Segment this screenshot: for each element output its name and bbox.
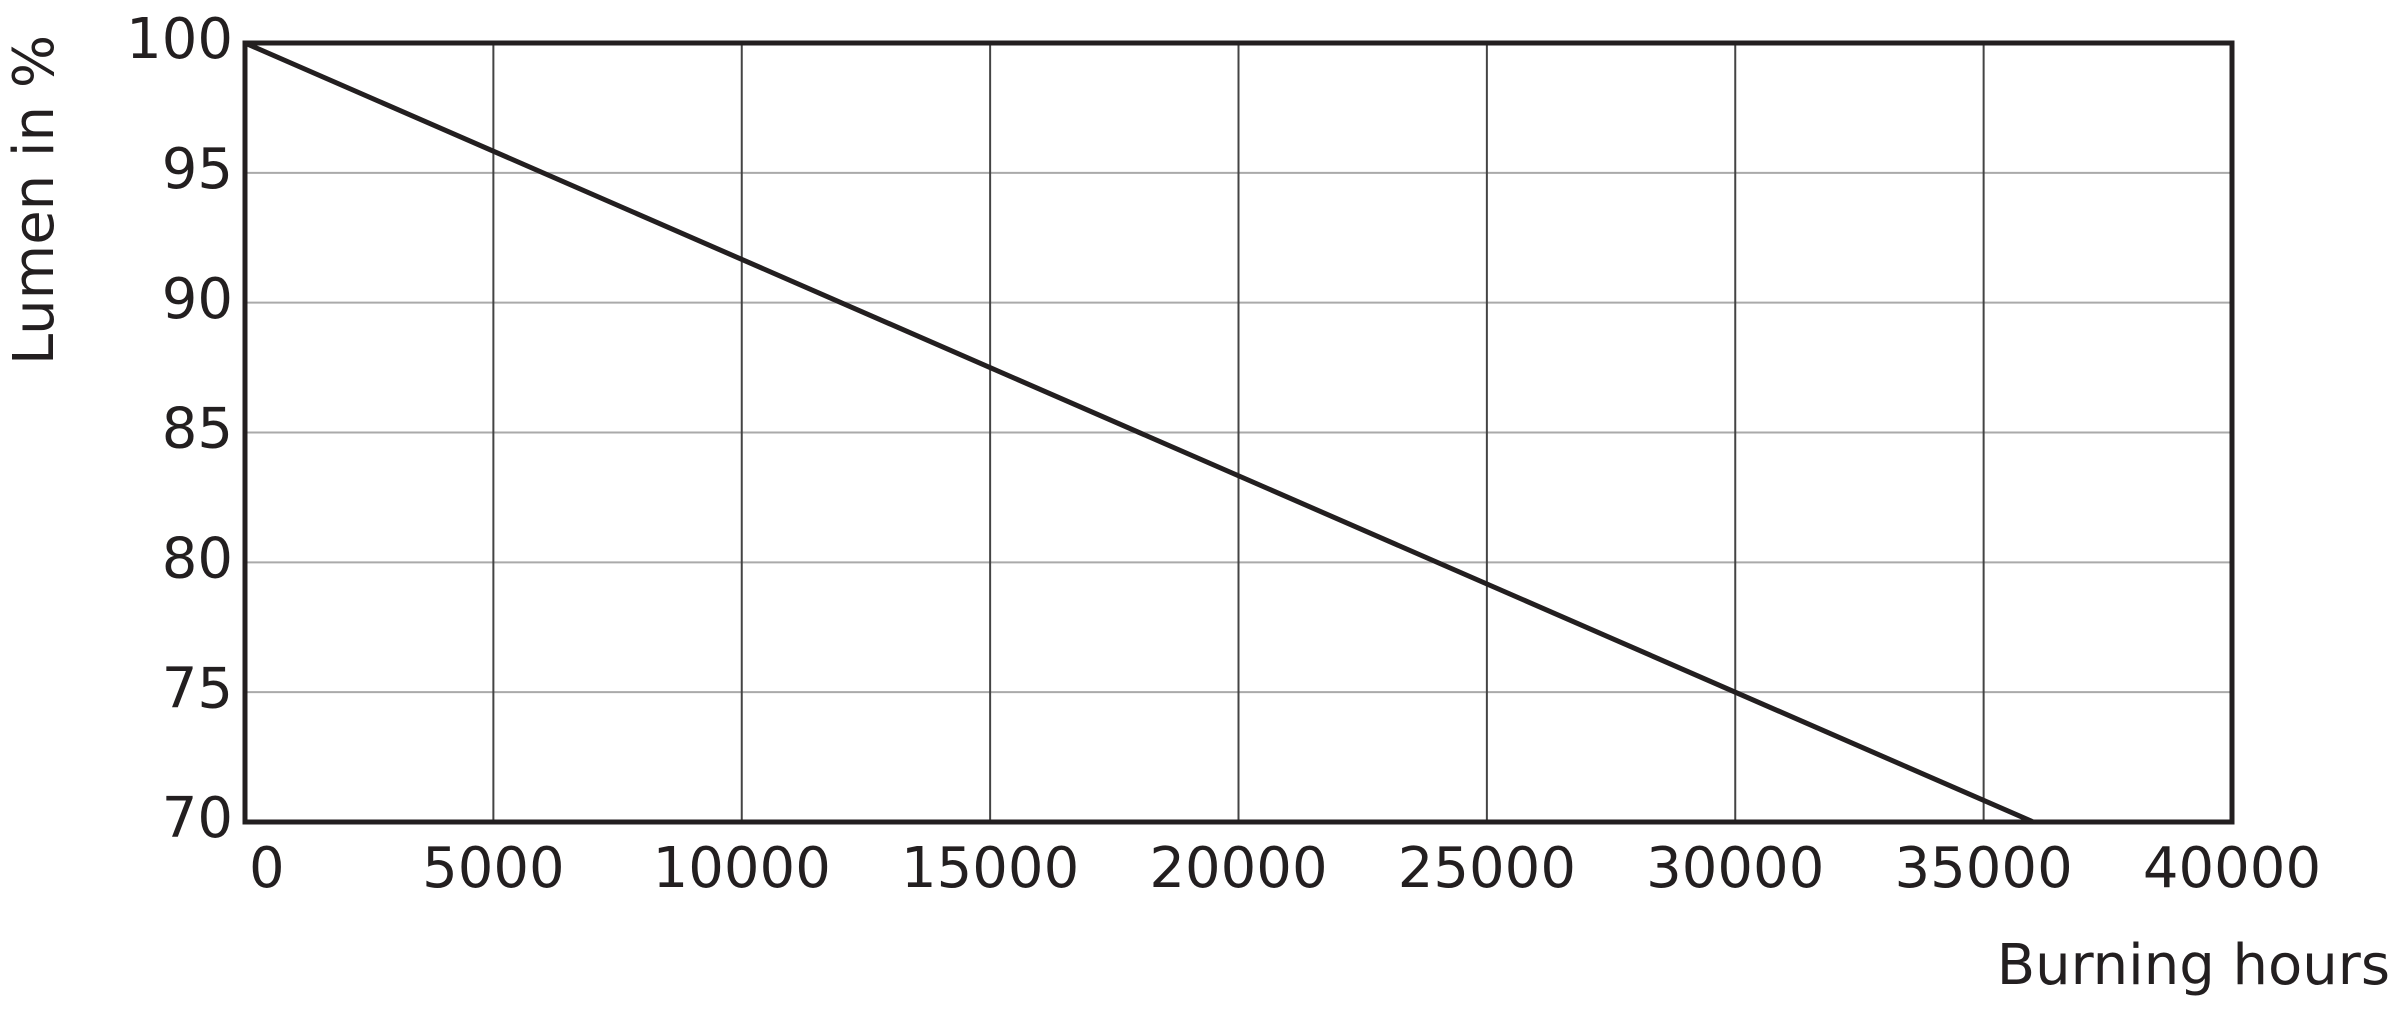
y-axis-label: Lumen in % <box>2 35 67 365</box>
x-tick-label: 15000 <box>901 836 1079 901</box>
x-tick-label: 5000 <box>422 836 565 901</box>
y-tick-label: 90 <box>162 267 233 332</box>
y-tick-label: 85 <box>162 397 233 462</box>
x-tick-label: 25000 <box>1398 836 1576 901</box>
x-tick-label: 10000 <box>653 836 831 901</box>
x-tick-label: 35000 <box>1895 836 2073 901</box>
x-tick-label: 30000 <box>1646 836 1824 901</box>
x-tick-label: 40000 <box>2143 836 2321 901</box>
x-axis-label: Burning hours <box>1997 933 2390 998</box>
y-tick-label: 95 <box>162 137 233 202</box>
y-tick-label: 70 <box>162 786 233 851</box>
plot-frame <box>242 40 2235 825</box>
x-tick-label: 0 <box>249 836 285 901</box>
data-line <box>244 40 2035 825</box>
y-tick-label: 80 <box>162 526 233 591</box>
y-tick-label: 75 <box>162 656 233 721</box>
y-tick-label: 100 <box>126 7 233 72</box>
x-tick-label: 20000 <box>1149 836 1327 901</box>
